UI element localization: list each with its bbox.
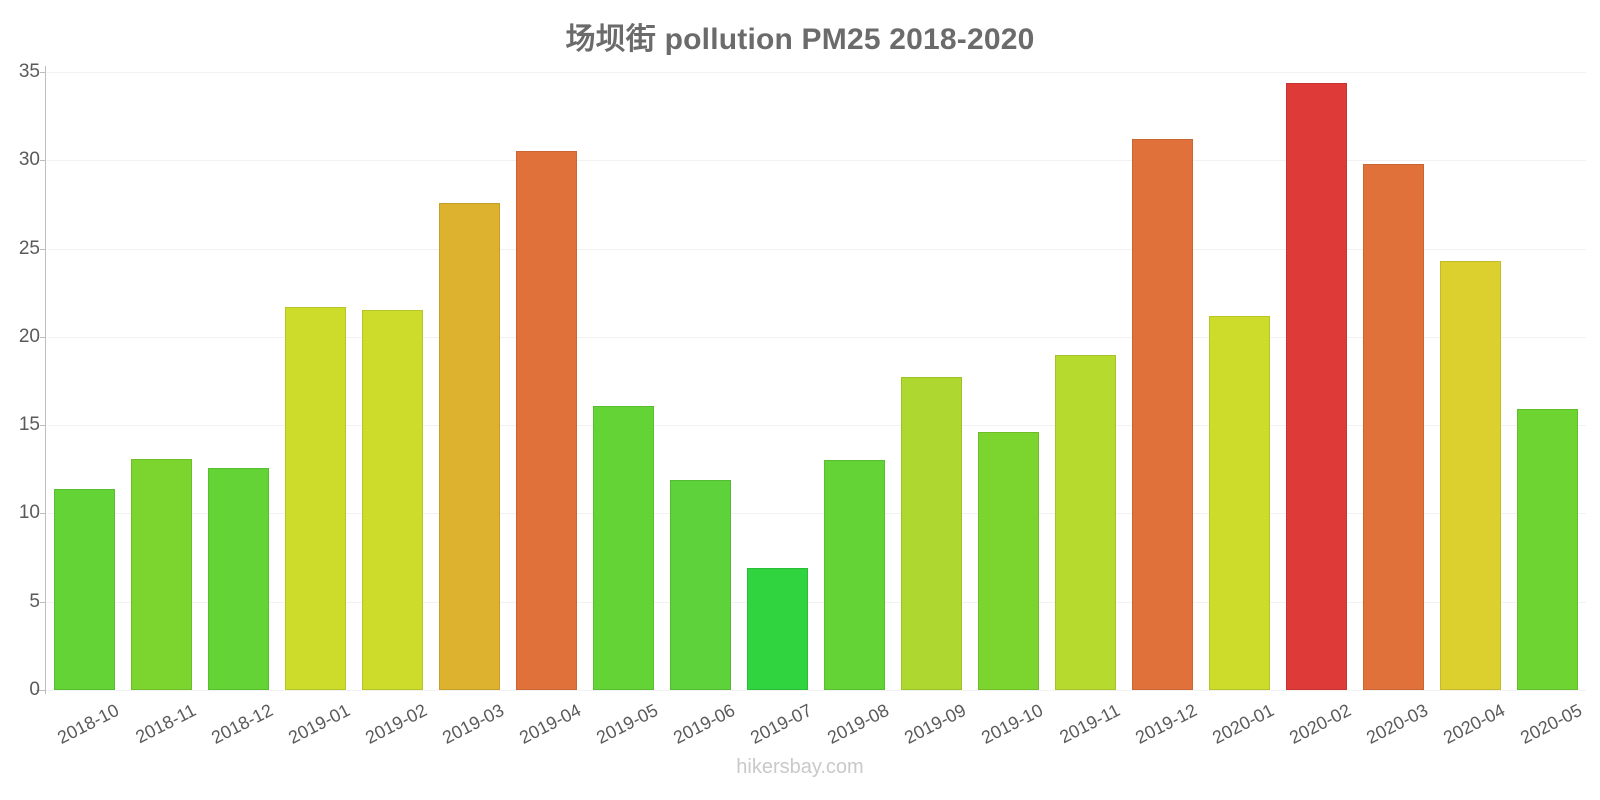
- y-tick-mark: [40, 72, 46, 73]
- bar[interactable]: [747, 568, 808, 690]
- x-tick-label: 2019-02: [361, 700, 430, 748]
- x-tick-label: 2019-12: [1131, 700, 1200, 748]
- bar[interactable]: [1286, 82, 1347, 690]
- y-tick-label: 30: [18, 149, 40, 171]
- x-tick-label: 2018-12: [207, 700, 276, 748]
- y-tick-mark: [40, 336, 46, 338]
- x-tick-label: 2020-01: [1208, 700, 1277, 748]
- footer-credit: hikersbay.com: [736, 756, 864, 778]
- bar[interactable]: [1517, 409, 1578, 690]
- y-tick-mark: [40, 248, 46, 250]
- bar[interactable]: [208, 467, 269, 690]
- bar[interactable]: [439, 202, 500, 690]
- bar[interactable]: [131, 458, 192, 690]
- y-tick-label: 15: [18, 414, 40, 436]
- bar[interactable]: [1440, 260, 1501, 690]
- bar[interactable]: [593, 405, 654, 690]
- bar[interactable]: [54, 488, 115, 690]
- bar[interactable]: [1209, 315, 1270, 690]
- x-tick-label: 2019-04: [515, 700, 584, 748]
- x-tick-label: 2019-01: [284, 700, 353, 748]
- gridline: [46, 160, 1586, 162]
- bar[interactable]: [516, 151, 577, 690]
- x-tick-label: 2019-07: [746, 700, 815, 748]
- y-tick-label: 20: [18, 325, 40, 347]
- y-tick-mark: [40, 690, 46, 691]
- y-tick-label: 25: [18, 237, 40, 259]
- bar[interactable]: [978, 432, 1039, 690]
- bar[interactable]: [1132, 139, 1193, 690]
- y-tick-label: 35: [18, 61, 40, 82]
- x-tick-label: 2020-03: [1362, 700, 1431, 748]
- gridline: [46, 425, 1586, 427]
- y-axis-tick-labels: 0 5 10 15 20 25 30 35: [0, 0, 46, 800]
- gridline: [46, 72, 1586, 73]
- bar[interactable]: [670, 479, 731, 690]
- chart-title: 场坝街 pollution PM25 2018-2020: [565, 23, 1035, 56]
- y-tick-mark: [40, 513, 46, 515]
- x-tick-label: 2020-02: [1285, 700, 1354, 748]
- bar[interactable]: [824, 460, 885, 690]
- bar[interactable]: [901, 377, 962, 690]
- x-tick-label: 2019-06: [669, 700, 738, 748]
- x-tick-label: 2019-09: [900, 700, 969, 748]
- y-tick-label: 0: [29, 679, 40, 700]
- y-tick-mark: [40, 425, 46, 427]
- y-tick-label: 10: [18, 502, 40, 524]
- gridline: [46, 336, 1586, 338]
- bar[interactable]: [1055, 354, 1116, 690]
- x-tick-label: 2018-10: [53, 700, 122, 748]
- gridline: [46, 513, 1586, 515]
- y-tick-mark: [40, 601, 46, 603]
- x-tick-label: 2019-08: [823, 700, 892, 748]
- x-tick-label: 2019-10: [977, 700, 1046, 748]
- y-axis-line: [45, 66, 46, 694]
- y-tick-label: 5: [29, 590, 40, 612]
- y-tick-mark: [40, 160, 46, 162]
- bar[interactable]: [362, 310, 423, 690]
- x-tick-label: 2020-04: [1439, 700, 1508, 748]
- x-tick-label: 2019-05: [592, 700, 661, 748]
- x-tick-label: 2018-11: [131, 700, 199, 748]
- gridline: [46, 248, 1586, 250]
- bar[interactable]: [285, 306, 346, 690]
- plot-area: [46, 72, 1586, 691]
- gridline: [46, 601, 1586, 603]
- bar[interactable]: [1363, 163, 1424, 690]
- gridline: [46, 690, 1586, 691]
- x-tick-label: 2020-05: [1516, 700, 1585, 748]
- x-tick-label: 2019-03: [438, 700, 507, 748]
- x-tick-label: 2019-11: [1055, 700, 1123, 748]
